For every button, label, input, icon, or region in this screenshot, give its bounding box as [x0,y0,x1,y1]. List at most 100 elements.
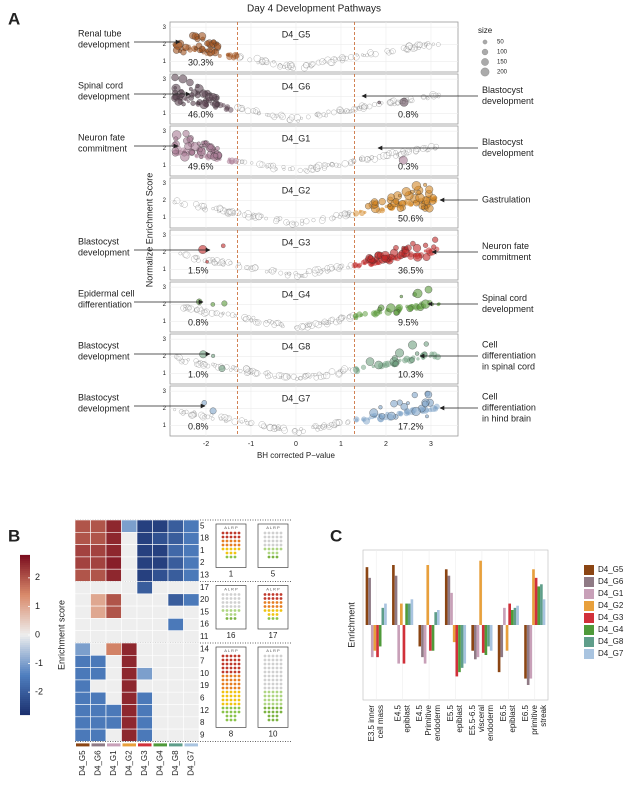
icon-dot [267,686,271,690]
point [404,245,409,251]
icon-dot [225,539,229,543]
point [326,109,331,114]
point [244,210,252,218]
icon-dot [237,535,241,539]
colorbar-step [20,632,30,636]
heatmap-cell [152,618,169,632]
legend-swatch [584,601,594,611]
point [405,147,412,155]
point [234,209,242,216]
colorbar-step [20,706,30,710]
column-color [76,743,90,747]
x-tick-label: primitive [530,704,539,734]
point [306,321,313,328]
colorbar-step [20,644,30,648]
percent-label: 50.6% [398,213,424,223]
bar [481,625,485,653]
icon-dot [221,674,225,678]
colorbar-step [20,664,30,668]
point [398,193,402,198]
point [348,159,354,165]
icon-dot [221,601,225,604]
point [251,369,260,377]
point [248,419,255,426]
point [314,266,322,273]
point [221,300,228,307]
bar [378,625,382,647]
heatmap-cell [74,716,91,730]
icon-dot [271,543,275,547]
heatmap-cell [167,654,184,668]
annotation: development [78,91,130,101]
row-label: 16 [200,620,209,629]
icon-dot [275,658,279,662]
icon-dot [233,555,237,559]
row-label: 8 [200,718,205,727]
point [178,74,188,84]
colorbar-step [20,624,30,628]
icon-dot [237,698,241,702]
point [196,141,201,146]
colorbar-step [20,674,30,678]
point [203,362,208,367]
bar [537,586,541,625]
point [232,157,240,164]
point [287,64,292,69]
point [226,159,232,164]
heatmap-cell [152,654,169,668]
point [426,148,431,153]
legend-label: D4_G3 [598,613,624,622]
icon-dot [271,690,275,694]
icon-dot [275,662,279,666]
point [382,361,390,369]
point [303,218,310,225]
point [372,51,379,58]
point [299,427,303,431]
annotation: development [78,39,130,49]
column-color [122,743,136,747]
bar [511,610,514,625]
annotation: differentiation [78,299,132,309]
heatmap-cell [74,605,91,619]
icon-dot [237,662,241,666]
y-tick-label: 2 [163,198,167,204]
point [333,212,340,218]
bar [463,625,467,664]
point [345,420,350,425]
point [197,361,202,365]
heatmap-cell [105,605,122,619]
icon-dot [229,597,233,600]
row-label: 10 [200,669,209,678]
point [417,46,421,50]
icon-dot [221,702,225,706]
point [302,273,308,278]
point [277,63,283,70]
colorbar-step [20,646,30,650]
colorbar-step [20,568,30,572]
point [359,313,364,318]
point [289,220,296,228]
y-tick-label: 1 [163,371,167,377]
point [235,263,243,271]
icon-dot [225,658,229,662]
heatmap-cell [152,556,169,570]
icon-dot [225,706,229,710]
point [428,408,433,413]
point [425,96,430,101]
point [194,306,201,313]
icon-dot [279,686,283,690]
legend-swatch [584,613,594,623]
point [234,103,242,111]
point [321,318,328,325]
icon-dot [229,658,233,662]
icon-dot [221,670,225,674]
point [300,323,307,330]
point [304,168,310,174]
point [231,210,237,215]
icon-dot [263,658,267,662]
heatmap-cell [105,691,122,705]
point [339,263,345,269]
point [423,341,429,347]
bar [489,625,493,651]
column-label: D4_G8 [171,750,180,776]
